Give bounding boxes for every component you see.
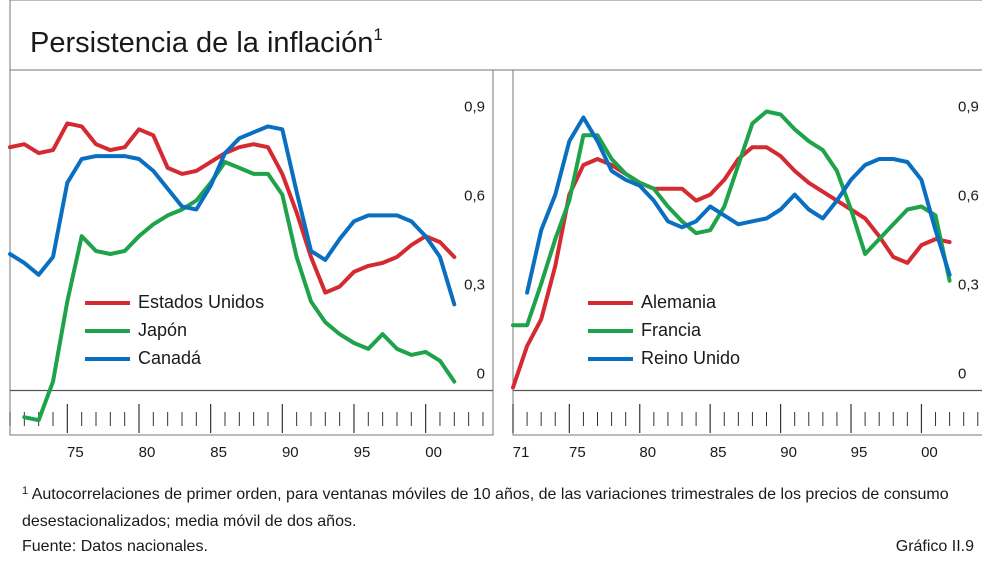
x-tick-label: 95 bbox=[354, 444, 371, 461]
y-tick-label: 0,9 bbox=[464, 98, 485, 115]
panel-frame bbox=[512, 69, 982, 436]
series-line bbox=[511, 145, 952, 390]
x-tick-label: 00 bbox=[921, 444, 938, 461]
footnote-text: Autocorrelaciones de primer orden, para … bbox=[22, 486, 949, 530]
title-text: Persistencia de la inflación bbox=[30, 27, 373, 59]
title-box bbox=[9, 0, 982, 71]
legend-label: Japón bbox=[138, 320, 187, 340]
legend-label: Estados Unidos bbox=[138, 292, 264, 312]
legend-label: Reino Unido bbox=[641, 348, 740, 368]
x-tick-label: 71 bbox=[513, 444, 530, 461]
series-line bbox=[525, 115, 952, 295]
x-tick-label: 85 bbox=[210, 444, 227, 461]
series-line bbox=[8, 121, 457, 295]
y-tick-label: 0,3 bbox=[958, 276, 979, 293]
y-tick-label: 0,6 bbox=[958, 187, 979, 204]
legend-label: Francia bbox=[641, 320, 702, 340]
series-line bbox=[8, 124, 457, 307]
figure-label: Gráfico II.9 bbox=[895, 538, 974, 555]
footnote: 1 Autocorrelaciones de primer orden, par… bbox=[22, 478, 982, 535]
x-tick-label: 00 bbox=[425, 444, 442, 461]
x-tick-label: 90 bbox=[780, 444, 797, 461]
footnote-marker: 1 bbox=[22, 485, 29, 497]
y-tick-label: 0,3 bbox=[464, 276, 485, 293]
x-tick-label: 90 bbox=[282, 444, 299, 461]
series-line bbox=[22, 160, 457, 423]
x-tick-label: 95 bbox=[851, 444, 868, 461]
y-tick-label: 0 bbox=[477, 365, 485, 382]
x-tick-label: 80 bbox=[639, 444, 656, 461]
legend-label: Alemania bbox=[641, 292, 717, 312]
title-note-marker: 1 bbox=[373, 25, 382, 44]
source: Fuente: Datos nacionales. bbox=[22, 538, 208, 555]
x-tick-label: 85 bbox=[710, 444, 727, 461]
series-line bbox=[511, 109, 952, 328]
x-tick-label: 75 bbox=[569, 444, 586, 461]
y-tick-label: 0,6 bbox=[464, 187, 485, 204]
y-tick-label: 0,9 bbox=[958, 98, 979, 115]
legend-label: Canadá bbox=[138, 348, 202, 368]
y-tick-label: 0 bbox=[958, 365, 966, 382]
x-tick-label: 75 bbox=[67, 444, 84, 461]
x-tick-label: 80 bbox=[139, 444, 156, 461]
chart-title: Persistencia de la inflación1 bbox=[30, 25, 383, 59]
